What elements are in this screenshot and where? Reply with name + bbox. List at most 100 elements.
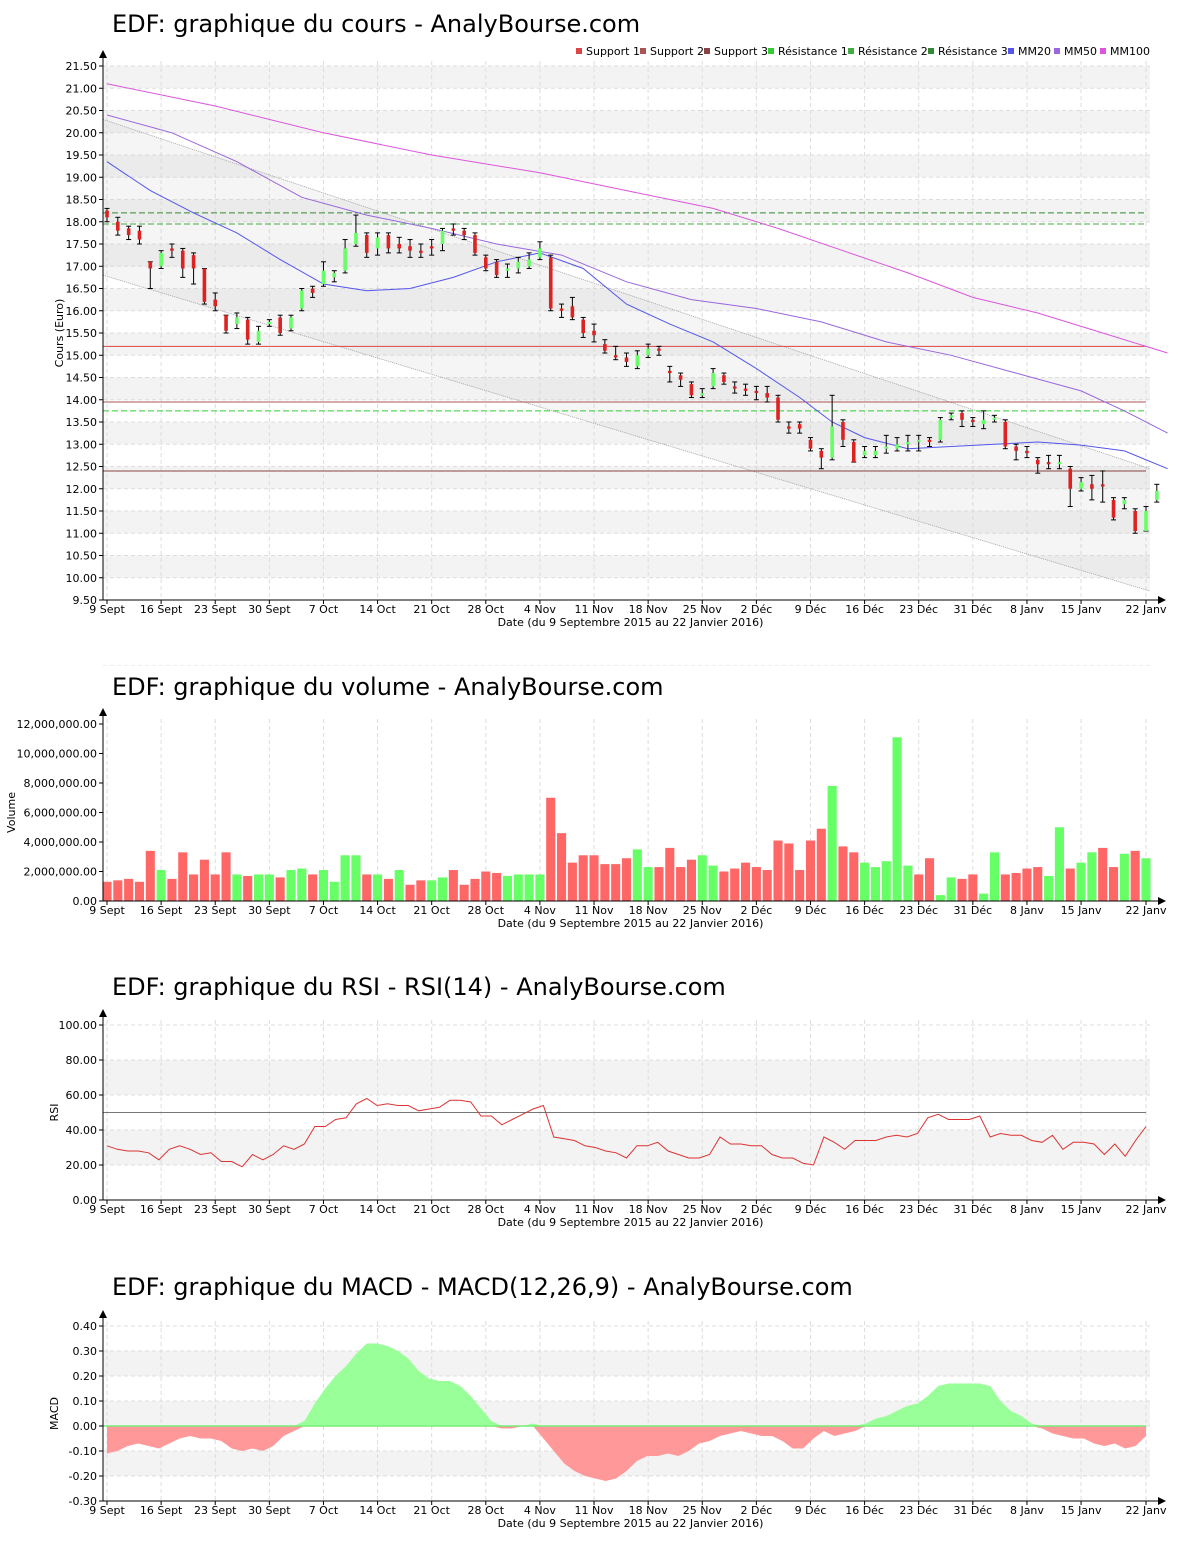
price-candle — [991, 414, 997, 423]
price-candle-body — [1046, 462, 1051, 465]
volume-bar — [1076, 862, 1086, 901]
price-xtick-label: 15 Janv — [1061, 603, 1102, 616]
price-candle — [212, 292, 218, 312]
price-chart-plot: 9.50 10.00 10.50 11.00 11.50 12.00 12.50 13.00 1… — [53, 45, 1168, 629]
price-candle-body — [321, 270, 326, 285]
price-candle-body — [126, 228, 131, 236]
rsi-xtick-label: 21 Oct — [413, 1203, 450, 1216]
macd-ytick-label: 0.00 — [73, 1420, 98, 1433]
price-chart: EDF: graphique du cours - AnalyBourse.co… — [0, 0, 1200, 640]
price-candle — [894, 437, 900, 452]
price-candle-body — [797, 424, 802, 429]
price-ytick-label: 13.00 — [66, 438, 98, 451]
price-candle-body — [916, 439, 921, 442]
price-candle — [472, 232, 478, 256]
price-ytick-label: 12.00 — [66, 483, 98, 496]
price-candle-body — [300, 290, 304, 309]
price-band — [103, 199, 1150, 222]
price-xtick-label: 23 Sept — [194, 603, 237, 616]
price-candle — [981, 410, 987, 430]
price-candle — [732, 381, 738, 394]
price-band — [103, 244, 1150, 267]
volume-xtick-label: 30 Sept — [248, 904, 291, 917]
price-candle-body — [170, 248, 174, 251]
price-candle-body — [873, 450, 878, 456]
price-candle-body — [927, 439, 932, 443]
price-candle — [396, 236, 402, 254]
volume-xtick-label: 14 Oct — [359, 904, 396, 917]
rsi-xtick-label: 2 Déc — [740, 1203, 772, 1216]
macd-xtick-label: 23 Déc — [899, 1504, 938, 1517]
rsi-xtick-label: 8 Janv — [1010, 1203, 1044, 1216]
price-candle — [1002, 419, 1008, 450]
price-xtick-label: 16 Déc — [845, 603, 884, 616]
macd-xtick-label: 9 Déc — [795, 1504, 827, 1517]
volume-bar — [849, 852, 859, 901]
price-candle — [191, 252, 197, 285]
volume-bar — [394, 870, 404, 901]
price-candle — [699, 388, 705, 399]
volume-bar — [989, 852, 1000, 901]
price-candle-body — [538, 248, 542, 258]
price-candle-body — [484, 257, 488, 269]
price-candle — [927, 437, 933, 447]
price-candle — [656, 345, 662, 356]
price-candle-body — [906, 442, 910, 445]
price-candle-body — [105, 210, 109, 218]
price-candle-body — [213, 299, 218, 307]
rsi-xtick-label: 18 Nov — [629, 1203, 668, 1216]
price-candle — [970, 417, 976, 427]
volume-xtick-label: 31 Déc — [953, 904, 992, 917]
price-candle — [634, 350, 640, 370]
legend-label: MM20 — [1018, 45, 1051, 58]
rsi-xtick-label: 9 Déc — [795, 1203, 827, 1216]
price-candle-body — [732, 386, 737, 389]
price-candle — [580, 316, 586, 338]
volume-xtick-label: 16 Déc — [845, 904, 884, 917]
volume-bar — [968, 874, 978, 901]
price-candle — [375, 232, 381, 256]
volume-bar — [946, 877, 956, 901]
price-candle-body — [603, 344, 607, 351]
price-candle — [320, 261, 326, 287]
price-candle-body — [494, 261, 499, 276]
price-ytick-label: 20.50 — [66, 105, 98, 118]
price-candle — [559, 303, 565, 318]
volume-bar — [567, 862, 577, 901]
price-candle-body — [895, 444, 899, 449]
price-candle — [1056, 454, 1062, 470]
volume-bar — [524, 874, 534, 901]
legend-swatch — [928, 48, 934, 54]
price-candle-body — [949, 415, 953, 418]
rsi-xtick-label: 15 Janv — [1061, 1203, 1102, 1216]
volume-bar — [373, 874, 383, 901]
rsi-ytick-label: 0.00 — [73, 1194, 98, 1207]
price-candle-body — [1133, 511, 1137, 532]
rsi-chart: EDF: graphique du RSI - RSI(14) - AnalyB… — [0, 965, 1200, 1245]
rsi-xtick-label: 31 Déc — [953, 1203, 992, 1216]
volume-ytick-label: 4,000,000.00 — [24, 836, 97, 849]
legend-swatch — [1100, 48, 1106, 54]
price-xtick-label: 7 Oct — [309, 603, 339, 616]
volume-bar — [795, 870, 805, 901]
volume-bar — [730, 868, 740, 901]
legend-swatch — [768, 48, 774, 54]
volume-bar — [308, 874, 318, 901]
price-candle — [667, 365, 673, 383]
volume-xtick-label: 22 Janv — [1126, 904, 1167, 917]
price-candle — [786, 421, 792, 434]
price-band — [103, 110, 1150, 133]
price-candle-body — [1100, 484, 1105, 487]
price-candle-body — [624, 357, 629, 362]
price-candle — [353, 214, 359, 247]
volume-xtick-label: 21 Oct — [413, 904, 450, 917]
volume-ytick-label: 10,000,000.00 — [17, 748, 97, 761]
legend-label: Résistance 1 — [778, 45, 848, 58]
volume-bar — [286, 870, 296, 901]
price-band — [103, 155, 1150, 178]
price-candle-body — [386, 235, 391, 249]
volume-xtick-label: 16 Sept — [140, 904, 183, 917]
volume-bar — [1065, 868, 1075, 901]
price-candle-body — [689, 384, 694, 396]
price-candle-body — [180, 250, 185, 269]
